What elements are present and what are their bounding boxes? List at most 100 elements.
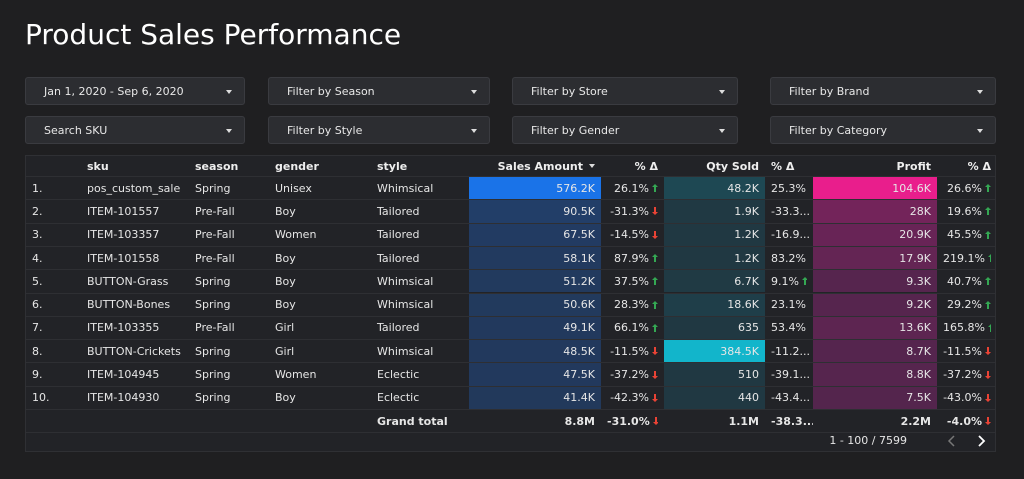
table-cell: 49.1K [469,316,601,340]
filter-dropdown[interactable]: Filter by Gender [512,116,738,144]
cell-text: 165.8% [943,321,985,335]
column-header[interactable]: gender [269,156,371,176]
table-cell: 10. [26,387,81,409]
column-header[interactable]: % Δ [937,156,997,176]
trend-up [652,184,658,193]
filter-dropdown[interactable]: Filter by Category [770,116,996,144]
table-cell: 83.2% [765,247,813,269]
table-cell: 18.6K [664,293,765,316]
table-cell: -33.3... [765,200,813,222]
cell-text: 48.2K [727,181,759,195]
filter-dropdown[interactable]: Search SKU [25,116,245,144]
column-header[interactable]: Sales Amount [469,156,601,176]
cell-text: 47.5K [563,368,595,382]
filter-dropdown[interactable]: Filter by Style [268,116,490,144]
cell-text: 90.5K [563,204,595,218]
filter-dropdown[interactable]: Filter by Brand [770,77,996,105]
trend-down [652,347,658,356]
table-cell: 8.7K [813,340,937,363]
table-cell: 26.6% [937,177,997,199]
table-cell: -11.5% [601,340,664,362]
header-label: gender [275,159,319,173]
prev-page[interactable] [946,434,958,448]
cell-text: Whimsical [377,298,434,312]
table-cell: -42.3% [601,387,664,409]
column-header[interactable]: season [189,156,269,176]
table-cell: ITEM-101558 [81,247,189,269]
cell-text: 66.1% [614,321,649,335]
table-cell: 9.3K [813,270,937,293]
table-cell: ITEM-104930 [81,387,189,409]
row-divider [26,245,995,247]
table-cell: 6.7K [664,270,765,293]
column-header[interactable]: style [371,156,469,176]
cell-text: 40.7% [947,274,982,288]
cell-text: 635 [738,321,759,335]
table-cell: 45.5% [937,224,997,246]
cell-text: 1.2K [734,228,759,242]
table-cell: Tailored [371,317,469,339]
total-text: -4.0% [946,414,982,428]
header-label: Qty Sold [706,159,759,173]
table-cell: Unisex [269,177,371,199]
column-header[interactable]: % Δ [765,156,813,176]
table-cell: Boy [269,247,371,269]
filter-label: Filter by Category [789,123,887,137]
header-label: sku [87,159,109,173]
row-divider [26,222,995,224]
total-cell: -31.0% [601,410,664,432]
column-header[interactable]: % Δ [601,156,664,176]
table-cell: Spring [189,387,269,409]
cell-text: 219.1% [943,251,985,265]
trend-up [652,277,658,286]
table-cell: 87.9% [601,247,664,269]
total-text: -38.3... [771,414,813,428]
cell-text: Pre-Fall [195,228,235,242]
cell-text: Pre-Fall [195,321,235,335]
row-divider [26,315,995,317]
column-header[interactable]: Qty Sold [664,156,765,176]
cell-text: -43.4... [771,391,810,405]
cell-text: Pre-Fall [195,251,235,265]
cell-text: Tailored [377,321,420,335]
table-cell: -14.5% [601,224,664,246]
cell-text: 6.7K [734,274,759,288]
cell-text: 4. [32,251,43,265]
cell-text: 9.2K [906,298,931,312]
trend-down [985,393,991,402]
cell-text: BUTTON-Grass [87,274,169,288]
table-cell: 9.1% [765,270,813,292]
cell-text: 45.5% [947,228,982,242]
cell-text: -11.5% [943,344,982,358]
table-cell: Tailored [371,224,469,246]
filter-label: Filter by Brand [789,84,870,98]
header-label: % Δ [634,159,658,173]
table-cell: 635 [664,316,765,340]
next-page[interactable] [976,434,988,448]
trend-down [652,417,658,426]
table-cell: Spring [189,177,269,199]
table-cell: -37.2% [937,363,997,385]
table-cell: 58.1K [469,246,601,270]
cell-text: 510 [738,368,759,382]
trend-up [987,323,991,332]
table-cell: 4. [26,247,81,269]
filter-dropdown[interactable]: Jan 1, 2020 - Sep 6, 2020 [25,77,245,105]
total-cell: 2.2M [813,410,937,432]
table-cell: 51.2K [469,270,601,293]
table-cell: 48.5K [469,340,601,363]
cell-text: 18.6K [727,298,759,312]
table-cell: 1. [26,177,81,199]
trend-up [985,230,991,239]
filter-dropdown[interactable]: Filter by Store [512,77,738,105]
table-cell: 26.1% [601,177,664,199]
cell-text: Spring [195,298,231,312]
table-cell: 50.6K [469,293,601,316]
filter-dropdown[interactable]: Filter by Season [268,77,490,105]
column-header[interactable]: Profit [813,156,937,176]
column-header[interactable]: sku [81,156,189,176]
table-cell: Pre-Fall [189,317,269,339]
cell-text: -16.9... [771,228,810,242]
trend-up [801,277,807,286]
filter-label: Jan 1, 2020 - Sep 6, 2020 [44,84,184,98]
